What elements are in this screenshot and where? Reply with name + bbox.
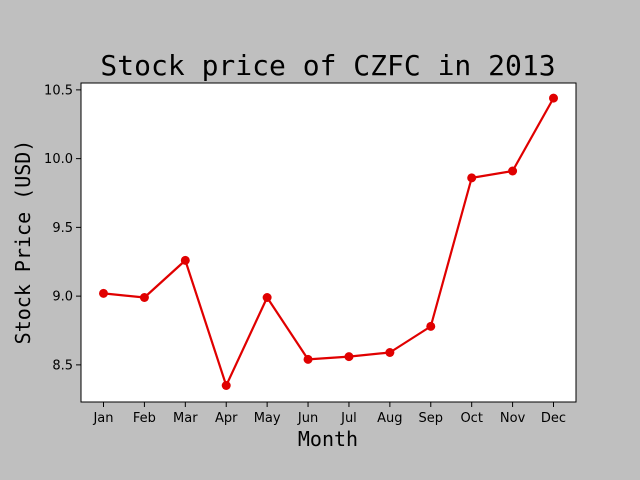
x-tick-label: Jun <box>297 411 318 426</box>
price-line <box>103 97 555 387</box>
data-point-sep <box>426 321 436 331</box>
y-axis: 8.5 9.0 9.5 10.0 10.5 <box>44 83 81 373</box>
data-point-oct <box>467 173 477 183</box>
y-axis-label: Stock Price (USD) <box>11 140 35 345</box>
x-tick-label: May <box>254 411 281 426</box>
y-tick-label: 10.0 <box>44 152 73 167</box>
y-tick-label: 9.5 <box>52 221 73 236</box>
x-axis: Jan Feb Mar Apr May Jun Jul Aug Sep Oct Nov Dec <box>92 402 566 426</box>
data-point-dec <box>549 93 558 103</box>
x-tick-label: Mar <box>173 411 198 426</box>
x-tick-label: Sep <box>419 411 444 426</box>
x-tick-label: Aug <box>377 411 402 426</box>
x-tick-label: Jan <box>92 411 113 426</box>
x-axis-label: Month <box>298 427 358 451</box>
data-point-nov <box>508 166 518 176</box>
x-tick-label: Nov <box>500 411 526 426</box>
y-tick-label: 8.5 <box>52 358 73 373</box>
x-tick-label: Jul <box>340 411 357 426</box>
data-point-jul <box>344 352 354 362</box>
x-tick-label: Apr <box>215 411 238 426</box>
chart-title: Stock price of CZFC in 2013 <box>100 49 555 82</box>
x-tick-label: Oct <box>460 411 482 426</box>
data-point-jan <box>99 288 108 298</box>
data-point-may <box>262 293 272 302</box>
data-point-feb <box>139 293 149 302</box>
plot-area <box>80 82 577 403</box>
y-tick-label: 10.5 <box>44 83 73 98</box>
data-point-mar <box>180 255 190 265</box>
x-tick-label: Dec <box>541 411 566 426</box>
data-point-apr <box>221 381 231 390</box>
x-tick-label: Feb <box>133 411 156 426</box>
y-tick-label: 9.0 <box>52 290 73 305</box>
data-point-aug <box>385 348 395 357</box>
data-point-jun <box>303 354 313 364</box>
price-series <box>99 93 558 390</box>
